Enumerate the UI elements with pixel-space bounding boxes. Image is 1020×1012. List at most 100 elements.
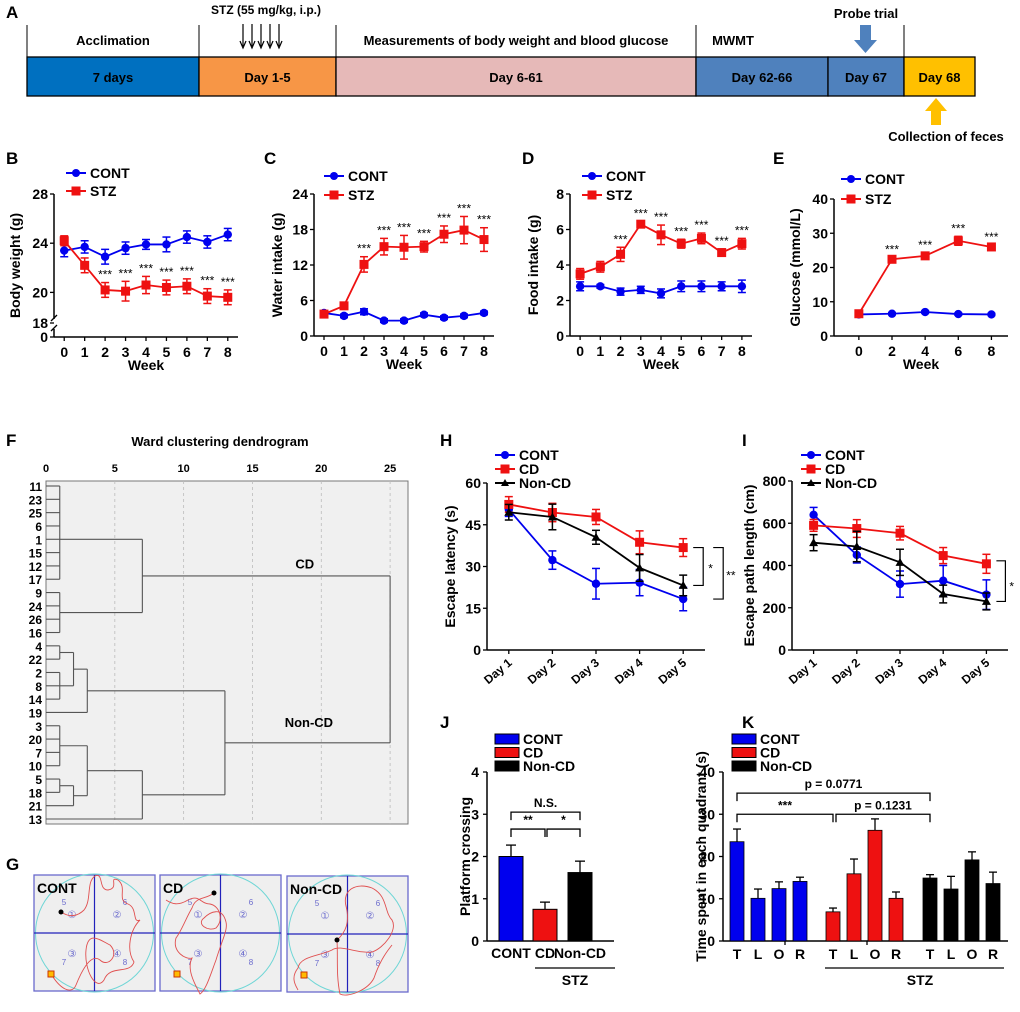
significance-stars: ***	[918, 238, 932, 252]
leaf-label: 3	[35, 720, 42, 734]
track-map-label: Non-CD	[290, 881, 342, 897]
data-point	[635, 537, 645, 547]
x-tick-label: R	[891, 946, 901, 962]
y-tick-label: 1	[471, 891, 479, 907]
y-tick-label: 45	[465, 517, 481, 533]
significance-bracket	[510, 811, 581, 821]
legend-label: Non-CD	[760, 758, 812, 774]
x-tick-label: 2	[617, 343, 625, 359]
series-cont	[575, 279, 747, 299]
track-map-label: CONT	[37, 880, 77, 896]
x-tick-label: 3	[637, 343, 645, 359]
x-tick-label: 8	[738, 343, 746, 359]
x-tick-label: 2	[101, 344, 109, 360]
legend-marker	[330, 172, 338, 180]
x-tick-label: 3	[122, 344, 130, 360]
x-tick-label: O	[774, 946, 785, 962]
panel-letter-a: A	[6, 3, 18, 22]
zone-number: 8	[376, 959, 381, 968]
leaf-label: 12	[29, 560, 43, 574]
legend-item-cd: CD	[801, 461, 845, 477]
legend-marker	[807, 451, 815, 459]
x-tick-label: 0	[60, 344, 68, 360]
data-point	[161, 282, 171, 292]
leaf-label: 10	[29, 760, 43, 774]
zone-number: 7	[315, 959, 320, 968]
y-tick-label: 200	[763, 600, 787, 616]
data-point	[887, 254, 897, 264]
bar-cont	[792, 881, 808, 942]
x-tick-label: 6	[183, 344, 191, 360]
data-point	[591, 579, 601, 588]
bar-cd	[825, 911, 841, 942]
y-axis-title: Escape path length (cm)	[741, 485, 757, 647]
leaf-label: 11	[29, 480, 42, 494]
quadrant-marker: ②	[113, 910, 122, 921]
legend-label: CONT	[519, 447, 559, 463]
bar-non-cd	[922, 877, 938, 942]
legend-marker	[806, 464, 816, 474]
leaf-label: 23	[29, 493, 43, 507]
legend-label: CD	[825, 461, 845, 477]
data-point	[575, 269, 585, 279]
significance-bracket	[510, 828, 546, 838]
y-axis-title: Body weight (g)	[7, 213, 23, 318]
timeline-bar-label: 7 days	[93, 70, 133, 85]
quadrant-marker: ③	[194, 949, 203, 960]
panel-e-chart: E 0 10 20 30 40 0 2 4 6 8 Week Glucose (mmol/L) *** **…	[773, 149, 1008, 372]
data-point	[59, 236, 69, 246]
leaf-label: 14	[29, 693, 43, 707]
series-cd	[504, 495, 688, 558]
x-axis-title: Week	[643, 356, 680, 372]
data-point	[203, 237, 212, 247]
panel-letter-c: C	[264, 149, 276, 168]
legend-item-cd: CD	[494, 745, 543, 761]
x-tick-label: 5	[677, 343, 685, 359]
data-point	[677, 282, 686, 291]
y-tick-label: 0	[40, 329, 48, 345]
data-point	[938, 589, 948, 598]
x-tick-label: R	[988, 946, 998, 962]
significance-stars: ***	[654, 210, 668, 224]
y-tick-label: 10	[699, 891, 715, 907]
bar-cd	[867, 829, 883, 942]
y-tick-label: 2	[556, 293, 564, 309]
x-tick-label: T	[733, 946, 742, 962]
legend-label: Non-CD	[523, 758, 575, 774]
data-point	[419, 310, 429, 319]
data-point	[678, 580, 688, 589]
data-point	[616, 249, 626, 259]
quadrant-marker: ①	[194, 910, 203, 921]
legend-item-cont: CONT	[495, 447, 559, 463]
legend-item-stz: STZ	[66, 183, 117, 199]
legend-label: CONT	[348, 168, 388, 184]
panel-letter-i: I	[742, 431, 747, 450]
data-point	[809, 510, 818, 519]
data-point	[717, 282, 726, 291]
data-point	[678, 543, 688, 553]
significance-stars: ***	[984, 230, 998, 244]
series-non-cd	[809, 530, 991, 611]
data-point	[591, 512, 601, 522]
data-point	[595, 262, 605, 272]
y-axis-title: Food intake (g)	[525, 215, 541, 315]
data-point	[479, 308, 489, 318]
bar-cd	[888, 897, 904, 942]
x-tick-label: 8	[224, 344, 232, 360]
y-tick-label: 12	[292, 257, 308, 273]
data-point	[717, 248, 727, 258]
legend-marker	[329, 190, 339, 200]
timeline-segment-probe	[827, 56, 905, 97]
zone-number: 7	[62, 958, 67, 967]
leaf-label: 26	[29, 613, 43, 627]
panel-i-chart: I 0 200 400 600 800 Day 1 Day 2 Day 3 Day 4 Day 5 E…	[741, 431, 1014, 687]
x-tick-label: CONT	[491, 945, 531, 961]
leaf-label: 15	[29, 547, 43, 561]
data-point	[809, 520, 819, 530]
x-tick-label: CD	[535, 945, 555, 961]
quadrant-marker: ③	[68, 949, 77, 960]
x-tick-label: 7	[460, 343, 468, 359]
significance-stars: ***	[98, 268, 112, 282]
